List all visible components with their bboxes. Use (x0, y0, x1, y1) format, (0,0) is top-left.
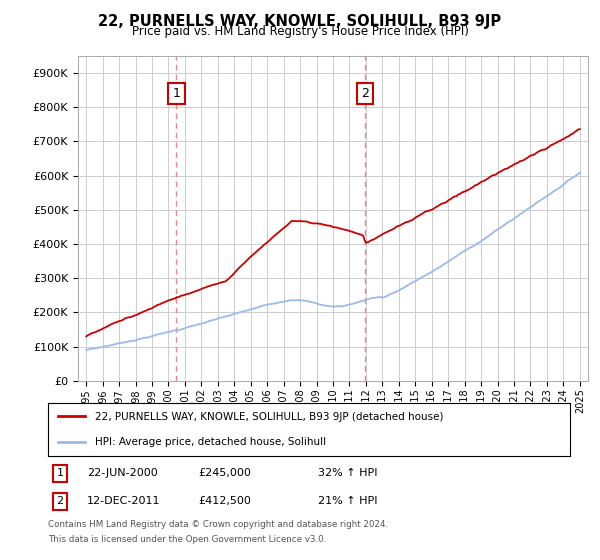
Text: 2: 2 (56, 496, 64, 506)
Text: HPI: Average price, detached house, Solihull: HPI: Average price, detached house, Soli… (95, 436, 326, 446)
Text: 22, PURNELLS WAY, KNOWLE, SOLIHULL, B93 9JP: 22, PURNELLS WAY, KNOWLE, SOLIHULL, B93 … (98, 14, 502, 29)
Text: 1: 1 (56, 468, 64, 478)
Text: 32% ↑ HPI: 32% ↑ HPI (318, 468, 377, 478)
Text: 2: 2 (361, 87, 369, 100)
Text: £412,500: £412,500 (198, 496, 251, 506)
Text: 12-DEC-2011: 12-DEC-2011 (87, 496, 161, 506)
Text: 21% ↑ HPI: 21% ↑ HPI (318, 496, 377, 506)
Text: This data is licensed under the Open Government Licence v3.0.: This data is licensed under the Open Gov… (48, 535, 326, 544)
Text: £245,000: £245,000 (198, 468, 251, 478)
Text: 22, PURNELLS WAY, KNOWLE, SOLIHULL, B93 9JP (detached house): 22, PURNELLS WAY, KNOWLE, SOLIHULL, B93 … (95, 412, 443, 422)
Text: Price paid vs. HM Land Registry's House Price Index (HPI): Price paid vs. HM Land Registry's House … (131, 25, 469, 38)
Text: Contains HM Land Registry data © Crown copyright and database right 2024.: Contains HM Land Registry data © Crown c… (48, 520, 388, 529)
Text: 1: 1 (172, 87, 180, 100)
Text: 22-JUN-2000: 22-JUN-2000 (87, 468, 158, 478)
